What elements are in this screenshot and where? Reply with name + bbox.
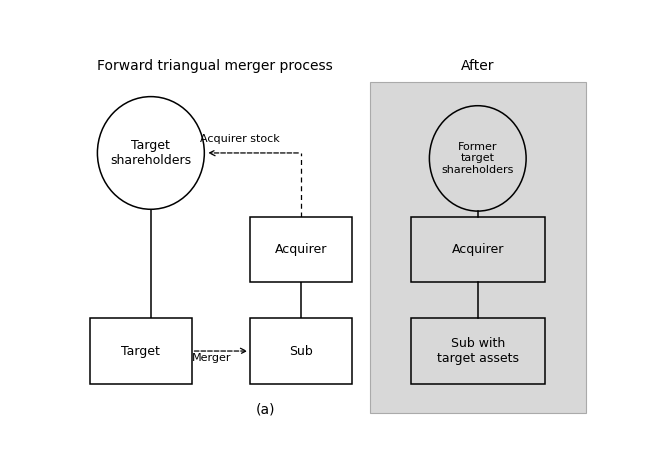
Text: Former
target
shareholders: Former target shareholders bbox=[442, 142, 514, 175]
Text: (a): (a) bbox=[256, 403, 275, 416]
Bar bbox=[250, 318, 352, 384]
Text: Forward triangual merger process: Forward triangual merger process bbox=[97, 59, 332, 73]
Text: After: After bbox=[461, 59, 495, 73]
Bar bbox=[90, 318, 192, 384]
Bar bbox=[411, 217, 545, 282]
Text: Sub with
target assets: Sub with target assets bbox=[437, 337, 519, 365]
Ellipse shape bbox=[430, 106, 526, 211]
Text: Target: Target bbox=[122, 345, 160, 357]
Bar bbox=[411, 318, 545, 384]
Ellipse shape bbox=[97, 97, 204, 209]
Bar bbox=[250, 217, 352, 282]
Text: Acquirer stock: Acquirer stock bbox=[200, 134, 280, 144]
Text: Target
shareholders: Target shareholders bbox=[110, 139, 191, 167]
Text: Merger: Merger bbox=[193, 353, 232, 362]
Bar bbox=[370, 82, 586, 413]
Text: Acquirer: Acquirer bbox=[275, 243, 327, 256]
Text: Acquirer: Acquirer bbox=[452, 243, 504, 256]
Text: Sub: Sub bbox=[289, 345, 313, 357]
